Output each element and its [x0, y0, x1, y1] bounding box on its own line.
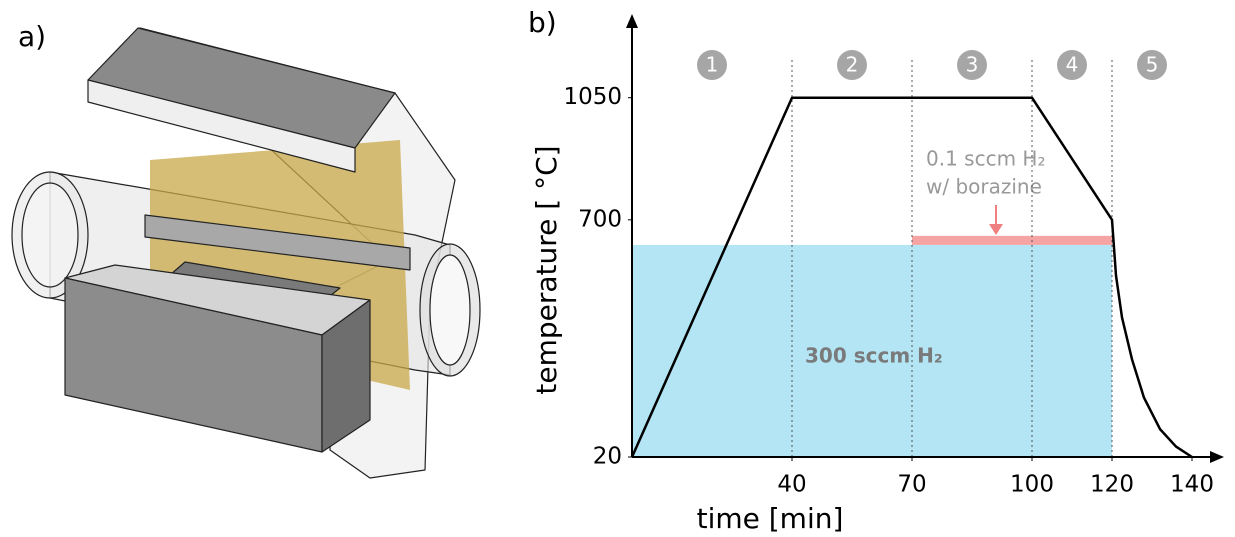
tube-end — [430, 255, 470, 365]
region-label: 300 sccm H₂ — [805, 344, 943, 368]
panel-label: a) — [18, 20, 46, 53]
x-axis-arrow — [1210, 451, 1224, 463]
phase-label: 5 — [1146, 53, 1159, 77]
phase-label: 3 — [966, 53, 979, 77]
panel-label: b) — [528, 6, 557, 39]
x-axis-title: time [min] — [697, 502, 844, 535]
annotation-arrowhead — [989, 224, 1003, 235]
y-tick-label: 700 — [578, 206, 622, 232]
y-axis-title: temperature [ °C] — [530, 145, 563, 394]
phase-label: 2 — [846, 53, 859, 77]
x-tick-label: 140 — [1170, 472, 1214, 498]
y-axis-arrow — [626, 14, 638, 28]
phase-label: 4 — [1066, 53, 1079, 77]
phase-label: 1 — [706, 53, 719, 77]
x-tick-label: 40 — [777, 472, 806, 498]
x-tick-label: 70 — [897, 472, 926, 498]
region-label: 0.1 sccm H₂ — [926, 147, 1045, 171]
y-tick-label: 20 — [593, 444, 622, 470]
tube-end — [22, 183, 78, 287]
figure: a) b) time [min] temperature [ °C] 300 s… — [0, 0, 1235, 537]
region-label: w/ borazine — [926, 175, 1042, 199]
reactor-illustration — [12, 28, 480, 478]
y-tick-label: 1050 — [563, 84, 622, 110]
x-tick-label: 100 — [1010, 472, 1054, 498]
region — [912, 236, 1112, 245]
x-tick-label: 120 — [1090, 472, 1134, 498]
